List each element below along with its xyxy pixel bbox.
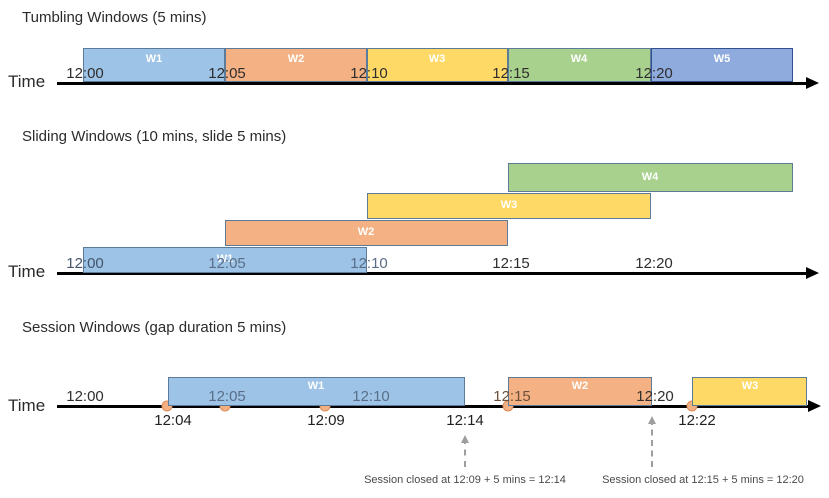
session-title: Session Windows (gap duration 5 mins) [22, 319, 287, 336]
event-label-1214: 12:14 [446, 412, 484, 429]
session-close-annotation-1: Session closed at 12:09 + 5 mins = 12:14 [364, 474, 566, 486]
session-tick-1215: 12:15 [493, 388, 531, 405]
sliding-window-w3-label: W3 [500, 199, 518, 211]
sliding-window-w3 [367, 193, 651, 219]
sliding-window-w1 [83, 247, 367, 273]
session-tick-1200: 12:00 [66, 388, 104, 405]
sliding-title: Sliding Windows (10 mins, slide 5 mins) [22, 128, 287, 145]
sliding-tick-1215: 12:15 [492, 255, 530, 272]
tumbling-tick-1220: 12:20 [635, 65, 673, 82]
session-window-w3-label: W3 [741, 380, 759, 392]
sliding-tick-1220: 12:20 [635, 255, 673, 272]
session-tick-1220: 12:20 [636, 388, 674, 405]
sliding-window-w1-label: W1 [216, 253, 234, 265]
session-window-w2-label: W2 [571, 380, 589, 392]
session-tick-1205: 12:05 [208, 388, 246, 405]
tumbling-window-w1-label: W1 [145, 53, 163, 65]
tumbling-window-w2 [225, 48, 367, 82]
session-window-w1-label: W1 [307, 380, 325, 392]
tumbling-tick-1215: 12:15 [492, 65, 530, 82]
tumbling-tick-1210: 12:10 [350, 65, 388, 82]
tumbling-window-w3 [367, 48, 508, 82]
arrow-up-icon [648, 416, 656, 424]
sliding-tick-1210: 12:10 [350, 255, 388, 272]
arrow-up-icon [461, 435, 469, 443]
tumbling-axis-arrowhead-icon [806, 77, 819, 89]
sliding-time-axis [57, 272, 808, 275]
sliding-tick-1205: 12:05 [208, 255, 246, 272]
event-label-1222: 12:22 [678, 412, 716, 429]
sliding-window-w4 [508, 163, 793, 192]
tumbling-window-w4 [508, 48, 651, 82]
session-window-w3 [692, 377, 807, 406]
event-label-1204: 12:04 [154, 412, 192, 429]
sliding-window-w4-label: W4 [641, 171, 659, 183]
tumbling-window-w2-label: W2 [287, 53, 305, 65]
tumbling-window-w5 [651, 48, 793, 82]
session-close-arrow-1214 [461, 435, 469, 467]
sliding-time-label: Time [8, 262, 46, 281]
tumbling-time-label: Time [8, 72, 46, 91]
tumbling-window-w1 [83, 48, 225, 82]
session-time-label: Time [8, 396, 46, 415]
session-window-w1 [168, 377, 465, 406]
sliding-axis-arrowhead-icon [806, 267, 819, 279]
tumbling-time-axis [57, 82, 808, 85]
tumbling-window-w3-label: W3 [428, 53, 446, 65]
sliding-window-w2-label: W2 [357, 226, 375, 238]
session-window-w2 [508, 377, 652, 406]
event-label-1209: 12:09 [307, 412, 345, 429]
session-tick-1210: 12:10 [352, 388, 390, 405]
tumbling-window-w4-label: W4 [570, 53, 588, 65]
session-time-axis [57, 405, 810, 408]
session-close-annotation-2: Session closed at 12:15 + 5 mins = 12:20 [602, 474, 804, 486]
tumbling-tick-1200: 12:00 [66, 65, 104, 82]
session-axis-arrowhead-icon [808, 400, 821, 412]
tumbling-title: Tumbling Windows (5 mins) [22, 9, 207, 26]
event-dot-1204 [161, 400, 173, 412]
tumbling-window-w5-label: W5 [713, 53, 731, 65]
session-close-arrow-1220 [648, 416, 656, 467]
sliding-window-w2 [225, 220, 508, 246]
tumbling-tick-1205: 12:05 [208, 65, 246, 82]
sliding-tick-1200: 12:00 [66, 255, 104, 272]
